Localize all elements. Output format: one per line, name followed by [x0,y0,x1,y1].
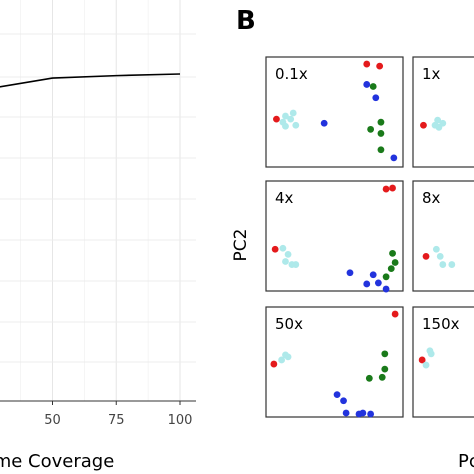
pca-point-green [381,365,389,373]
pc2-axis-label: PC2 [231,229,251,262]
pca-facets: 0.1x 1x 4x 8x 50x 150x [265,56,474,418]
pca-point-blue [346,269,354,277]
pca-point-cyan [282,112,289,120]
line-plot-grid [0,0,196,401]
facet-frame [412,180,474,292]
pca-point-blue [369,271,377,279]
pca-point-blue [390,154,398,162]
panel-b-label: B [236,6,256,36]
pca-point-cyan [439,261,447,268]
pca-point-blue [372,94,380,102]
line-plot-area [0,0,196,401]
pca-point-red [382,185,390,193]
pca-point-red [273,115,280,123]
facet-0.1x: 0.1x [265,56,404,168]
pca-point-cyan [282,122,289,130]
pca-point-green [389,249,396,257]
pca-point-red [270,360,278,368]
pca-point-blue [363,280,371,288]
pca-point-green [381,350,389,358]
coverage-line [0,73,181,88]
facet-1x: 1x [412,56,474,168]
x-tick-label: 100 [168,413,193,428]
pca-point-blue [333,391,341,399]
pca-point-cyan [284,250,292,258]
pca-point-red [420,121,427,129]
pca-point-green [378,373,386,381]
pca-point-red [418,356,426,364]
pca-point-cyan [292,121,300,129]
pca-point-cyan [448,261,456,268]
pca-point-cyan [289,109,297,117]
pca-point-green [377,130,385,137]
facet-label: 50x [275,315,303,333]
facet-frame [265,180,404,292]
pca-point-blue [382,285,390,293]
x-axis-label: me Coverage [0,451,114,472]
pca-point-green [377,118,385,126]
pca-point-green [365,374,373,382]
pca-point-blue [340,397,347,405]
pca-point-green [369,83,377,90]
pca-point-blue [363,81,371,88]
facet-frame [412,56,474,168]
pca-point-cyan [426,347,434,355]
pca-point-blue [359,409,367,417]
facet-frame [265,306,404,418]
pca-point-green [367,125,375,133]
line-plot-series [0,73,181,88]
facet-label: 1x [422,65,441,83]
x-tick-label: 75 [108,413,125,428]
pca-point-red [376,62,384,70]
facet-8x: 8x [412,180,474,292]
pca-point-cyan [422,361,430,369]
pc1-axis-label: Pc [458,451,474,472]
pca-point-cyan [434,116,442,124]
pca-point-green [387,265,395,273]
pca-point-red [271,245,279,253]
pca-point-cyan [292,261,300,268]
pca-point-cyan [432,245,440,253]
pca-point-red [391,310,399,318]
pca-point-red [363,60,371,68]
pca-point-cyan [287,115,295,123]
facet-label: 150x [422,315,460,333]
pca-point-blue [374,279,382,287]
pca-point-blue [320,119,328,127]
pca-point-red [422,253,430,260]
pca-point-cyan [284,353,292,361]
x-tick-label: 50 [44,413,61,428]
pca-point-cyan [282,258,289,265]
pca-point-blue [342,409,350,417]
facet-150x: 150x [412,306,474,418]
pca-point-cyan [278,356,286,364]
facet-label: 0.1x [275,65,308,83]
pca-point-cyan [279,244,287,252]
x-axis-ticks: 50 75 100 [44,401,193,428]
pca-point-cyan [439,119,447,127]
coverage-line-chart: 50 75 100 me Coverage [0,0,196,472]
pca-point-green [382,273,390,281]
pca-point-red [389,184,396,192]
pca-point-blue [367,410,375,418]
pca-point-green [377,146,385,154]
facet-label: 4x [275,189,294,207]
facet-label: 8x [422,189,441,207]
facet-50x: 50x [265,306,404,418]
pca-point-cyan [436,253,444,260]
pca-point-green [391,259,399,266]
facet-4x: 4x [265,180,404,293]
